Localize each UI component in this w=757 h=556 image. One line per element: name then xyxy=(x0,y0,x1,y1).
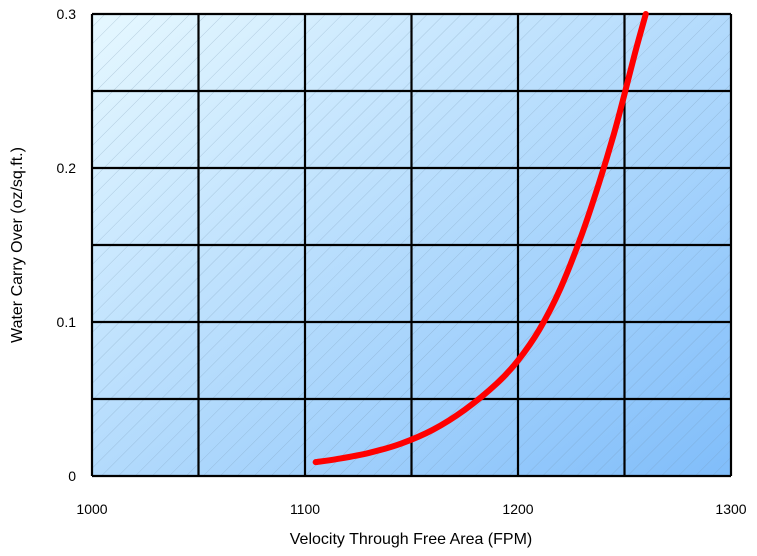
y-tick-label-0: 0 xyxy=(68,468,76,484)
x-tick-label-2: 1200 xyxy=(502,501,533,517)
y-tick-label-2: 0.2 xyxy=(57,160,77,176)
y-tick-label-1: 0.1 xyxy=(57,314,77,330)
y-axis-label: Water Carry Over (oz/sq.ft.) xyxy=(9,147,26,343)
x-axis-label: Velocity Through Free Area (FPM) xyxy=(290,531,532,548)
y-tick-label-3: 0.3 xyxy=(57,6,77,22)
series-line-0 xyxy=(312,11,649,466)
data-series xyxy=(312,11,649,466)
tick-labels: 1000 1100 1200 1300 0 0.1 0.2 0.3 xyxy=(57,6,747,517)
x-tick-label-3: 1300 xyxy=(715,501,746,517)
x-tick-label-1: 1100 xyxy=(290,501,320,517)
x-tick-label-0: 1000 xyxy=(76,501,107,517)
